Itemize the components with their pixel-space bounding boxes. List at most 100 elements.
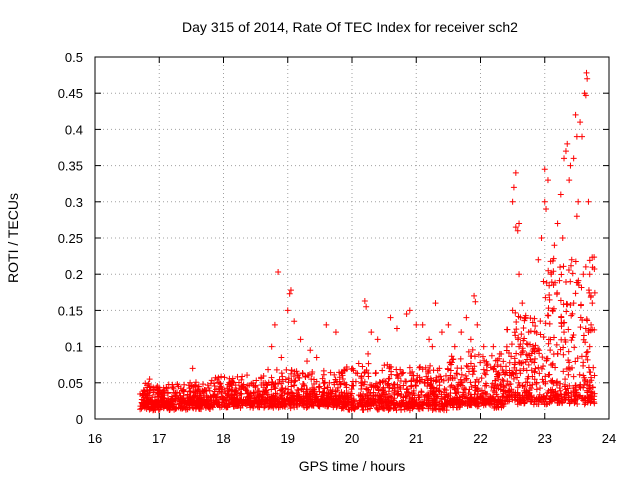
data-point	[346, 398, 353, 405]
data-point	[394, 381, 401, 388]
data-point	[388, 371, 395, 378]
data-point	[306, 391, 313, 398]
data-point	[149, 399, 156, 406]
data-point	[278, 354, 285, 361]
data-point	[404, 385, 411, 392]
data-point	[308, 376, 315, 383]
data-point	[588, 292, 595, 299]
data-point	[155, 400, 162, 407]
data-point	[453, 399, 460, 406]
data-point	[586, 271, 593, 278]
data-point	[543, 392, 550, 399]
data-point	[400, 394, 407, 401]
data-point	[259, 388, 266, 395]
data-point	[516, 220, 523, 227]
data-point	[457, 355, 464, 362]
data-point	[495, 372, 502, 379]
data-point	[458, 379, 465, 386]
data-point	[348, 406, 355, 413]
data-point	[524, 379, 531, 386]
data-point	[392, 404, 399, 411]
data-point	[327, 390, 334, 397]
data-point	[258, 395, 265, 402]
data-point	[218, 384, 225, 391]
data-point	[280, 402, 287, 409]
data-point	[509, 198, 516, 205]
data-point	[478, 387, 485, 394]
data-point	[332, 329, 339, 336]
data-point	[425, 393, 432, 400]
data-point	[294, 371, 301, 378]
data-point	[531, 315, 538, 322]
data-point	[403, 392, 410, 399]
data-point	[237, 390, 244, 397]
data-point	[500, 390, 507, 397]
data-point	[196, 405, 203, 412]
data-point	[264, 397, 271, 404]
data-point	[530, 401, 537, 408]
data-point	[447, 383, 454, 390]
data-point	[413, 377, 420, 384]
data-point	[582, 263, 589, 270]
data-point	[563, 278, 570, 285]
data-point	[572, 258, 579, 265]
data-point	[258, 375, 265, 382]
data-point	[472, 379, 479, 386]
x-axis-title: GPS time / hours	[299, 458, 406, 474]
data-point	[513, 350, 520, 357]
data-point	[414, 372, 421, 379]
data-point	[572, 358, 579, 365]
data-point	[341, 380, 348, 387]
data-point	[307, 347, 314, 354]
data-point	[565, 371, 572, 378]
data-point	[560, 344, 567, 351]
data-point	[304, 372, 311, 379]
data-point	[410, 387, 417, 394]
data-point	[333, 402, 340, 409]
data-point	[514, 227, 521, 234]
data-point	[588, 398, 595, 405]
data-point	[528, 385, 535, 392]
data-point	[516, 382, 523, 389]
data-point	[419, 321, 426, 328]
data-point	[404, 405, 411, 412]
data-point	[286, 290, 293, 297]
data-point	[591, 390, 598, 397]
data-point	[583, 69, 590, 76]
data-point	[451, 385, 458, 392]
data-point	[363, 303, 370, 310]
data-point	[385, 388, 392, 395]
data-point	[230, 398, 237, 405]
data-point	[389, 385, 396, 392]
data-point	[493, 391, 500, 398]
data-point	[287, 398, 294, 405]
data-point	[577, 119, 584, 126]
data-point	[474, 403, 481, 410]
data-point	[263, 389, 270, 396]
data-point	[511, 364, 518, 371]
data-point	[405, 389, 412, 396]
data-point	[585, 329, 592, 336]
data-point	[295, 374, 302, 381]
data-point	[340, 400, 347, 407]
data-point	[338, 370, 345, 377]
data-point	[350, 382, 357, 389]
data-point	[521, 387, 528, 394]
data-point	[585, 394, 592, 401]
data-point	[276, 376, 283, 383]
data-point	[443, 400, 450, 407]
data-point	[454, 385, 461, 392]
data-point	[398, 370, 405, 377]
data-point	[509, 396, 516, 403]
data-point	[540, 393, 547, 400]
data-point	[490, 343, 497, 350]
data-point	[543, 355, 550, 362]
data-point	[528, 358, 535, 365]
data-point	[542, 294, 549, 301]
data-point	[542, 320, 549, 327]
data-point	[448, 353, 455, 360]
data-point	[584, 389, 591, 396]
data-point	[471, 363, 478, 370]
data-point	[424, 401, 431, 408]
data-point	[147, 383, 154, 390]
